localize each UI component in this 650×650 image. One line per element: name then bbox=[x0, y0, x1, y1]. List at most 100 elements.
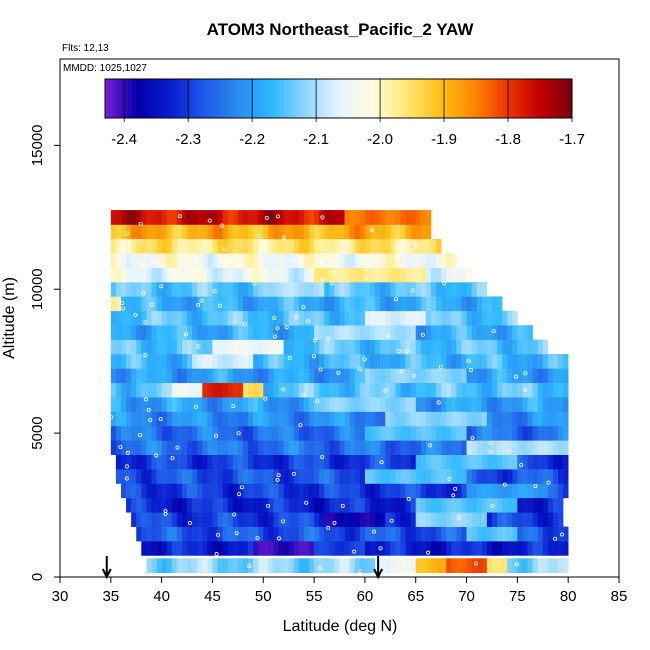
heatmap-cell bbox=[466, 353, 472, 369]
heatmap-cell bbox=[237, 210, 244, 225]
heatmap-cell bbox=[456, 382, 462, 398]
heatmap-cell bbox=[222, 558, 228, 573]
colorbar-segment bbox=[237, 79, 242, 118]
heatmap-cell bbox=[329, 296, 335, 312]
heatmap-cell bbox=[283, 310, 289, 326]
heatmap-cell bbox=[161, 483, 168, 499]
heatmap-cell bbox=[451, 253, 457, 268]
heatmap-cell bbox=[324, 210, 330, 225]
heatmap-cell bbox=[369, 339, 376, 355]
colorbar-segment bbox=[217, 79, 223, 118]
heatmap-cell bbox=[446, 541, 452, 556]
observation-point bbox=[386, 333, 391, 338]
heatmap-cell bbox=[212, 368, 218, 384]
heatmap-cell bbox=[395, 440, 401, 455]
observation-point bbox=[502, 482, 507, 487]
heatmap-cell bbox=[471, 368, 478, 384]
heatmap-cell bbox=[359, 512, 366, 527]
heatmap-cell bbox=[491, 558, 498, 573]
heatmap-cell bbox=[425, 339, 432, 355]
heatmap-cell bbox=[385, 325, 391, 340]
heatmap-cell bbox=[395, 526, 401, 542]
heatmap-cell bbox=[547, 469, 554, 484]
heatmap-cell bbox=[319, 497, 325, 513]
x-tick-label: 85 bbox=[611, 588, 628, 605]
heatmap-cell bbox=[207, 469, 213, 484]
heatmap-cell bbox=[171, 368, 178, 384]
heatmap-cell bbox=[334, 512, 340, 527]
heatmap-cell bbox=[181, 210, 188, 225]
colorbar-tick-label: -2.2 bbox=[239, 131, 265, 148]
heatmap-cell bbox=[303, 425, 310, 441]
heatmap-cell bbox=[349, 411, 356, 427]
heatmap-cell bbox=[298, 469, 305, 484]
heatmap-cell bbox=[390, 440, 396, 455]
heatmap-cell bbox=[410, 238, 417, 254]
heatmap-cell bbox=[207, 425, 213, 441]
heatmap-cell bbox=[202, 353, 208, 369]
heatmap-cell bbox=[436, 512, 442, 527]
heatmap-cell bbox=[461, 353, 467, 369]
heatmap-cell bbox=[319, 512, 325, 527]
heatmap-cell bbox=[115, 469, 122, 484]
heatmap-cell bbox=[293, 368, 300, 384]
observation-point bbox=[255, 536, 260, 541]
heatmap-cell bbox=[268, 238, 274, 254]
heatmap-cell bbox=[502, 382, 508, 398]
heatmap-cell bbox=[314, 440, 320, 455]
heatmap-cell bbox=[364, 238, 371, 254]
colorbar-segment bbox=[198, 79, 203, 118]
heatmap-cell bbox=[110, 224, 117, 240]
heatmap-cell bbox=[324, 397, 330, 412]
heatmap-cell bbox=[385, 368, 391, 384]
x-tick-label: 60 bbox=[357, 588, 374, 605]
heatmap-cell bbox=[242, 253, 249, 268]
heatmap-cell bbox=[319, 558, 325, 573]
heatmap-cell bbox=[319, 483, 325, 499]
heatmap-cell bbox=[293, 512, 300, 527]
heatmap-cell bbox=[491, 296, 498, 312]
heatmap-cell bbox=[217, 512, 223, 527]
heatmap-cell bbox=[253, 210, 259, 225]
heatmap-cell bbox=[375, 325, 381, 340]
heatmap-cell bbox=[430, 440, 437, 455]
heatmap-cell bbox=[146, 425, 152, 441]
observation-point bbox=[364, 266, 369, 271]
heatmap-cell bbox=[258, 541, 264, 556]
heatmap-cell bbox=[481, 310, 488, 326]
heatmap-cell bbox=[385, 411, 391, 427]
heatmap-cell bbox=[537, 397, 544, 412]
heatmap-cell bbox=[192, 397, 198, 412]
heatmap-cell bbox=[171, 454, 178, 470]
heatmap-cell bbox=[364, 497, 371, 513]
heatmap-cell bbox=[542, 483, 549, 499]
heatmap-cell bbox=[364, 253, 371, 268]
heatmap-cell bbox=[156, 454, 162, 470]
heatmap-cell bbox=[298, 382, 305, 398]
heatmap-cell bbox=[410, 339, 417, 355]
heatmap-cell bbox=[181, 325, 188, 340]
colorbar-segment bbox=[280, 79, 285, 118]
heatmap-cell bbox=[181, 353, 188, 369]
heatmap-cell bbox=[181, 440, 188, 455]
heatmap-cell bbox=[283, 368, 289, 384]
heatmap-cell bbox=[237, 368, 244, 384]
heatmap-cell bbox=[161, 310, 168, 326]
heatmap-cell bbox=[202, 526, 208, 542]
heatmap-cell bbox=[552, 368, 559, 384]
heatmap-cell bbox=[166, 353, 173, 369]
heatmap-cell bbox=[410, 497, 417, 513]
colorbar-segment bbox=[525, 79, 530, 118]
heatmap-cell bbox=[354, 325, 361, 340]
heatmap-cell bbox=[552, 497, 559, 513]
colorbar-segment bbox=[116, 79, 121, 118]
heatmap-cell bbox=[334, 425, 340, 441]
heatmap-cell bbox=[237, 238, 244, 254]
heatmap-cell bbox=[115, 210, 122, 225]
heatmap-cell bbox=[293, 224, 300, 240]
heatmap-cell bbox=[334, 411, 340, 427]
observation-point bbox=[468, 368, 473, 373]
heatmap-cell bbox=[385, 558, 391, 573]
heatmap-cell bbox=[354, 440, 361, 455]
heatmap-cell bbox=[334, 526, 340, 542]
